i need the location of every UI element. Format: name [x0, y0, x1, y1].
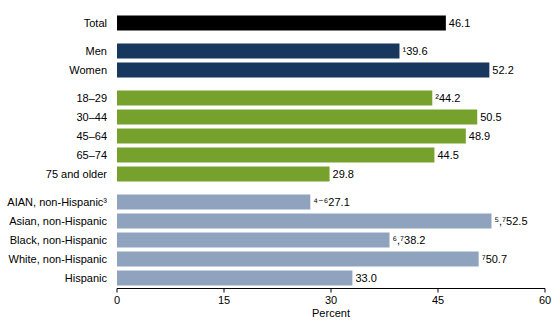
- bar: [117, 148, 434, 163]
- category-label: Men: [86, 45, 107, 57]
- data-label: ⁴⁻⁶27.1: [313, 196, 349, 208]
- bar: [117, 195, 310, 210]
- axis-title: Percent: [312, 307, 350, 319]
- data-label: 44.5: [437, 149, 458, 161]
- tick-label: 60: [539, 294, 551, 306]
- category-label: 30–44: [76, 111, 107, 123]
- bar: [117, 44, 399, 59]
- bar: [117, 252, 479, 267]
- chart: Total 46.1 Men ¹39.6 Women 52.2 18–29 ²44.2 30–4…: [0, 0, 560, 328]
- x-axis: 0 15 30 45 60 Percent: [114, 289, 551, 319]
- bar: [117, 110, 477, 125]
- chart-container: Total 46.1 Men ¹39.6 Women 52.2 18–29 ²44.2 30–4…: [0, 0, 560, 328]
- data-label: 50.5: [480, 111, 501, 123]
- data-label: 33.0: [355, 272, 376, 284]
- tick-label: 0: [114, 294, 120, 306]
- category-label: 45–64: [76, 130, 107, 142]
- bar: [117, 167, 330, 182]
- tick: [117, 289, 118, 293]
- tick: [545, 289, 546, 293]
- category-label: Total: [84, 17, 107, 29]
- bar: [117, 214, 492, 229]
- category-label: 75 and older: [46, 168, 107, 180]
- category-label: White, non-Hispanic: [9, 253, 108, 265]
- tick-label: 15: [218, 294, 230, 306]
- labels: Total 46.1 Men ¹39.6 Women 52.2 18–29 ²44.2 30–4…: [7, 17, 527, 284]
- bar: [117, 16, 446, 31]
- bar: [117, 63, 489, 78]
- bar: [117, 91, 432, 106]
- data-label: ²44.2: [435, 92, 460, 104]
- category-label: 65–74: [76, 149, 107, 161]
- data-label: 46.1: [449, 17, 470, 29]
- data-label: 52.2: [492, 64, 513, 76]
- category-label: AIAN, non-Hispanic³: [7, 196, 107, 208]
- data-label: 48.9: [469, 130, 490, 142]
- tick: [224, 289, 225, 293]
- tick-label: 30: [325, 294, 337, 306]
- category-label: 18–29: [76, 92, 107, 104]
- category-label: Black, non-Hispanic: [10, 234, 108, 246]
- tick: [438, 289, 439, 293]
- tick: [331, 289, 332, 293]
- data-label: ¹39.6: [402, 45, 427, 57]
- bar: [117, 129, 466, 144]
- bar: [117, 233, 389, 248]
- category-label: Hispanic: [65, 272, 108, 284]
- category-label: Women: [69, 64, 107, 76]
- data-label: ⁷50.7: [482, 253, 507, 265]
- data-label: ⁶,⁷38.2: [392, 234, 425, 246]
- category-label: Asian, non-Hispanic: [9, 215, 107, 227]
- data-label: 29.8: [333, 168, 354, 180]
- data-label: ⁵,⁷52.5: [495, 215, 528, 227]
- tick-label: 45: [432, 294, 444, 306]
- bars: [117, 16, 492, 286]
- bar: [117, 271, 352, 286]
